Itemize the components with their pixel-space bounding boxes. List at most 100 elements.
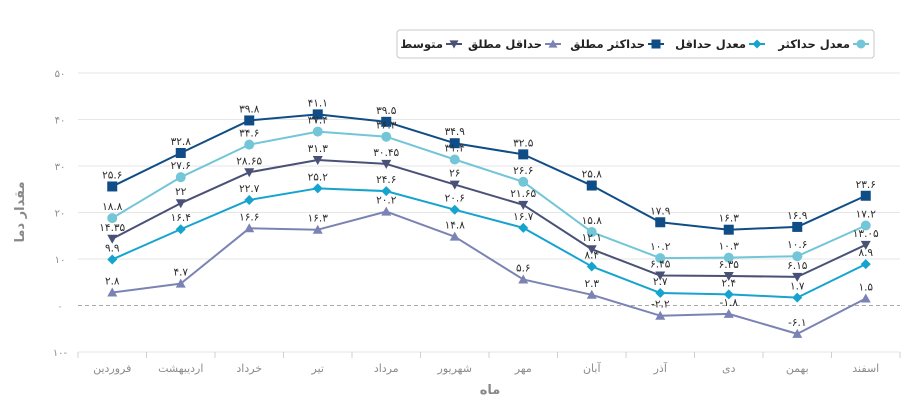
data-point — [381, 206, 392, 216]
data-point — [723, 289, 734, 300]
series-line — [112, 210, 867, 335]
data-point — [449, 180, 460, 190]
y-tick-label: ۴۰ — [55, 116, 66, 127]
data-point — [518, 222, 529, 233]
legend-label: حداکثر مطلق — [570, 37, 645, 51]
data-point — [518, 274, 529, 284]
data-point — [175, 172, 186, 183]
data-point — [655, 287, 666, 298]
x-tick-label: آبان — [583, 361, 601, 375]
data-label: ۲۷.۶ — [171, 160, 191, 172]
data-point — [381, 131, 392, 142]
data-point — [723, 224, 734, 235]
data-point — [381, 186, 392, 197]
data-label: ۸.۴ — [584, 249, 599, 261]
series-0 — [107, 126, 871, 264]
legend-item: حداکثر مطلق — [570, 37, 664, 51]
data-label: ۳۴.۶ — [239, 128, 259, 140]
y-tick-label: ۲۰ — [55, 209, 66, 220]
data-point — [586, 227, 597, 238]
y-axis-ticks: ۱۰- ۰ ۱۰ ۲۰ ۳۰ ۴۰ ۵۰ — [53, 69, 68, 359]
x-tick-label: آذر — [653, 361, 668, 375]
data-point — [723, 308, 734, 318]
x-tick-label: دی — [722, 362, 736, 375]
data-label: ۲۴.۶ — [376, 174, 396, 186]
data-point — [175, 147, 186, 158]
legend-items: معدل حداکثر معدل حداقل حداکثر مطلق حداقل مط… — [400, 37, 869, 52]
data-label: ۳۶.۳ — [376, 120, 397, 132]
x-tick-label: مرداد — [374, 362, 399, 375]
data-point — [107, 213, 118, 224]
data-point — [381, 159, 392, 169]
data-label: ۱۶.۹ — [787, 210, 808, 222]
data-label: ۳۹.۵ — [376, 105, 397, 117]
data-label: ۶.۳۵ — [719, 259, 740, 271]
data-label: ۱۸.۸ — [102, 201, 123, 213]
data-label: ۴.۷ — [173, 267, 188, 279]
series-line — [111, 130, 867, 260]
data-label: ۲۰.۲ — [376, 195, 397, 207]
data-point — [586, 289, 597, 299]
data-point — [792, 328, 803, 338]
data-point — [244, 194, 255, 205]
data-label: ۲۵.۸ — [582, 169, 603, 181]
data-label: ۳۲.۵ — [513, 137, 534, 149]
data-label: ۱۶.۳ — [719, 213, 740, 225]
grid-layer — [78, 72, 900, 353]
data-point — [381, 116, 392, 127]
data-point — [518, 200, 529, 210]
data-point — [655, 217, 666, 228]
data-point — [860, 293, 871, 303]
data-point — [792, 221, 803, 232]
data-point — [792, 292, 803, 303]
data-label: ۱.۵ — [858, 282, 873, 294]
series-line — [111, 187, 867, 299]
x-tick-label: بهمن — [786, 362, 809, 375]
data-point — [586, 261, 597, 272]
series-1 — [107, 183, 871, 303]
legend-marker — [651, 39, 661, 49]
x-tick-label: تیر — [311, 362, 324, 375]
legend-label: متوسط — [400, 37, 443, 52]
data-label: ۳۱.۴ — [445, 142, 465, 154]
data-label: ۱۴.۳۵ — [99, 222, 125, 234]
data-point — [449, 154, 460, 165]
legend-marker — [548, 39, 558, 48]
series-line — [111, 113, 867, 231]
data-point — [312, 224, 323, 234]
data-point — [244, 115, 255, 126]
data-label: ۱۳.۰۵ — [853, 228, 879, 240]
data-point — [175, 199, 186, 209]
data-point — [518, 149, 529, 160]
series-2 — [107, 109, 871, 235]
data-label: ۲.۷ — [653, 276, 668, 288]
data-label: ۱۰.۲ — [650, 241, 671, 253]
data-point — [792, 272, 803, 282]
legend-marker — [856, 39, 866, 49]
data-label: ۲۸.۶۵ — [236, 155, 262, 167]
legend-marker — [752, 39, 762, 49]
data-point — [655, 253, 666, 264]
x-axis-ticks: فروردین اردیبهشت خرداد تیر مرداد شهریور مهر آبا… — [77, 352, 901, 375]
data-label: ۱.۷ — [790, 281, 805, 293]
legend-item: معدل حداقل — [675, 37, 765, 51]
x-tick-label: فروردین — [93, 362, 131, 375]
data-label: ۲.۴ — [721, 277, 736, 289]
data-label: -۱.۸ — [720, 297, 739, 309]
data-point — [860, 259, 871, 270]
data-label: ۱۷.۹ — [650, 205, 671, 217]
data-point — [244, 139, 255, 150]
data-label: ۲۲.۷ — [239, 183, 260, 195]
legend-label: حداقل مطلق — [468, 37, 542, 51]
data-point — [449, 204, 460, 215]
data-label: ۵.۶ — [516, 262, 531, 274]
data-point — [723, 271, 734, 281]
data-point — [244, 168, 255, 178]
x-tick-label: خرداد — [236, 362, 262, 375]
data-point — [312, 109, 323, 120]
data-label: ۱۰.۳ — [719, 241, 740, 253]
data-label: ۶.۴۵ — [650, 259, 671, 271]
data-point — [723, 252, 734, 263]
data-point — [449, 231, 460, 241]
